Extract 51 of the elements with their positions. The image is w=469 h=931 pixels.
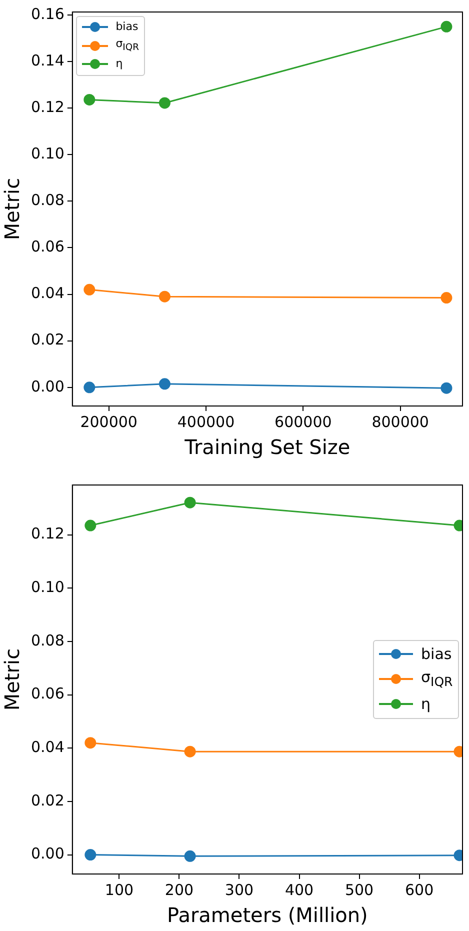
x-tick-label: 200 xyxy=(164,880,194,899)
y-tick-label: 0.00 xyxy=(30,844,64,863)
point xyxy=(440,20,452,32)
x-axis-title: Training Set Size xyxy=(184,435,350,460)
point xyxy=(84,849,96,861)
y-tick-label: 0.02 xyxy=(30,791,64,810)
x-tick-label: 200000 xyxy=(80,412,138,431)
point xyxy=(184,496,196,508)
y-tick-label: 0.10 xyxy=(30,578,64,596)
y-tick-label: 0.12 xyxy=(30,524,64,543)
point xyxy=(84,94,96,106)
legend-label: σ$_{IQR}$ xyxy=(421,666,453,690)
x-tick-label: 600 xyxy=(404,880,434,899)
x-tick-label: 600000 xyxy=(274,412,332,431)
y-tick-label: 0.04 xyxy=(30,738,64,756)
x-tick-label: 800000 xyxy=(372,412,429,431)
y-tick-label: 0.00 xyxy=(30,377,64,396)
point xyxy=(84,382,96,394)
point xyxy=(440,292,452,304)
y-tick-label: 0.06 xyxy=(30,238,64,256)
x-tick-label: 400 xyxy=(284,880,314,899)
y-tick-label: 0.16 xyxy=(30,4,64,23)
x-tick-label: 100 xyxy=(104,880,134,899)
y-tick-label: 0.14 xyxy=(30,51,64,70)
x-tick-label: 500 xyxy=(344,880,374,899)
y-tick-label: 0.02 xyxy=(30,330,64,349)
legend-label: σ$_{IQR}$ xyxy=(116,36,139,55)
legend-label: η xyxy=(116,56,123,72)
legend-label: bias xyxy=(116,19,138,35)
legend-label: η xyxy=(421,694,431,715)
y-tick-label: 0.08 xyxy=(30,191,64,210)
y-tick-label: 0.04 xyxy=(30,284,64,302)
point xyxy=(84,284,96,296)
point xyxy=(158,378,170,390)
legend-label: bias xyxy=(421,644,452,665)
point xyxy=(158,290,170,302)
x-axis-title: Parameters (Million) xyxy=(167,903,368,928)
point xyxy=(84,737,96,749)
x-tick-label: 300 xyxy=(224,880,254,899)
y-tick-label: 0.10 xyxy=(30,144,64,163)
y-axis-title: Metric xyxy=(0,178,24,240)
point xyxy=(158,97,170,109)
y-tick-label: 0.08 xyxy=(30,631,64,650)
x-tick-label: 400000 xyxy=(177,412,235,431)
point xyxy=(440,382,452,394)
point xyxy=(184,746,196,758)
y-tick-label: 0.06 xyxy=(30,684,64,703)
y-tick-label: 0.12 xyxy=(30,98,64,116)
y-axis-title: Metric xyxy=(0,648,24,711)
point xyxy=(184,850,196,862)
point xyxy=(84,520,96,532)
